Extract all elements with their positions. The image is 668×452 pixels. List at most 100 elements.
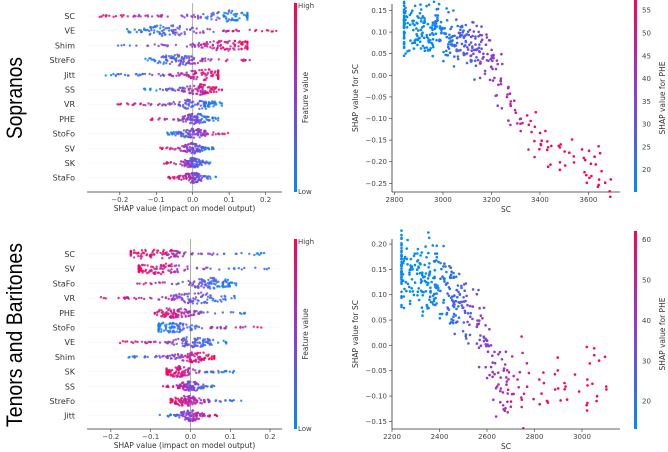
point bbox=[400, 249, 403, 252]
dot bbox=[190, 146, 193, 150]
dot bbox=[225, 17, 228, 20]
dot bbox=[202, 286, 205, 289]
dot bbox=[146, 44, 150, 47]
dot bbox=[166, 414, 170, 418]
point bbox=[427, 48, 430, 52]
point bbox=[450, 25, 454, 29]
dot bbox=[184, 399, 187, 403]
point bbox=[422, 36, 426, 40]
dot bbox=[185, 55, 188, 58]
dot bbox=[237, 45, 240, 48]
dot bbox=[133, 356, 136, 359]
point bbox=[506, 411, 510, 414]
point bbox=[416, 252, 419, 255]
dot bbox=[196, 120, 200, 123]
point bbox=[415, 272, 419, 276]
point bbox=[477, 288, 480, 292]
dot bbox=[168, 371, 171, 374]
colorbar-tick-label: 20 bbox=[642, 166, 651, 174]
dot bbox=[166, 354, 169, 358]
point bbox=[415, 21, 418, 25]
dot bbox=[220, 300, 223, 303]
dot bbox=[136, 340, 139, 344]
point bbox=[431, 54, 435, 58]
dot bbox=[150, 265, 153, 268]
dot bbox=[248, 58, 251, 62]
dot bbox=[147, 102, 150, 105]
point bbox=[572, 161, 576, 164]
dot bbox=[146, 28, 149, 32]
point bbox=[496, 371, 500, 375]
dot bbox=[208, 68, 211, 71]
dot bbox=[202, 12, 205, 16]
dot bbox=[202, 83, 205, 87]
dot bbox=[162, 61, 166, 64]
dot bbox=[176, 297, 179, 300]
dot bbox=[186, 368, 190, 371]
point bbox=[428, 295, 432, 299]
dot bbox=[179, 307, 183, 310]
dot bbox=[199, 104, 202, 107]
point bbox=[400, 275, 403, 279]
dot bbox=[156, 61, 160, 65]
dot bbox=[195, 31, 198, 35]
dot bbox=[190, 55, 193, 58]
dot bbox=[202, 357, 205, 360]
dot bbox=[188, 310, 191, 313]
point bbox=[452, 294, 456, 298]
dot bbox=[157, 310, 161, 313]
dot bbox=[214, 117, 218, 121]
dot bbox=[195, 164, 198, 168]
dot bbox=[212, 11, 215, 14]
dot bbox=[189, 300, 192, 303]
point bbox=[402, 19, 406, 23]
dot bbox=[116, 72, 119, 76]
dot bbox=[241, 326, 245, 329]
dot bbox=[210, 58, 213, 61]
dot bbox=[142, 283, 145, 286]
dot bbox=[200, 43, 203, 46]
point bbox=[416, 38, 420, 42]
dot bbox=[185, 336, 188, 339]
dot bbox=[161, 257, 164, 260]
dot bbox=[112, 15, 115, 18]
point bbox=[404, 280, 408, 284]
point bbox=[499, 400, 502, 404]
dot bbox=[170, 56, 173, 60]
point bbox=[421, 44, 425, 48]
dot bbox=[165, 311, 168, 314]
dot bbox=[186, 374, 189, 377]
dot bbox=[197, 87, 201, 90]
point bbox=[484, 365, 488, 369]
feature-label: SS bbox=[65, 382, 75, 391]
point bbox=[450, 270, 453, 274]
point bbox=[420, 251, 424, 254]
dot bbox=[222, 298, 225, 301]
point bbox=[409, 264, 412, 267]
feature-label: SS bbox=[65, 86, 75, 95]
point bbox=[400, 267, 403, 271]
dot bbox=[171, 147, 174, 150]
dot bbox=[112, 72, 115, 76]
point bbox=[400, 246, 403, 250]
dot bbox=[209, 161, 212, 164]
dot bbox=[235, 282, 238, 285]
dot bbox=[165, 253, 169, 257]
point bbox=[400, 233, 403, 237]
dot bbox=[206, 311, 209, 314]
dot bbox=[173, 31, 176, 34]
point bbox=[594, 163, 598, 166]
point bbox=[411, 22, 415, 25]
point bbox=[445, 49, 448, 53]
dot bbox=[170, 60, 174, 64]
dot bbox=[198, 122, 201, 125]
dot bbox=[176, 255, 180, 258]
dot bbox=[167, 297, 170, 301]
point bbox=[410, 278, 414, 281]
dot bbox=[234, 43, 237, 47]
point bbox=[480, 47, 483, 50]
point bbox=[464, 34, 467, 37]
dot bbox=[217, 119, 220, 122]
dot bbox=[209, 177, 212, 180]
feature-label: PHE bbox=[59, 115, 75, 124]
